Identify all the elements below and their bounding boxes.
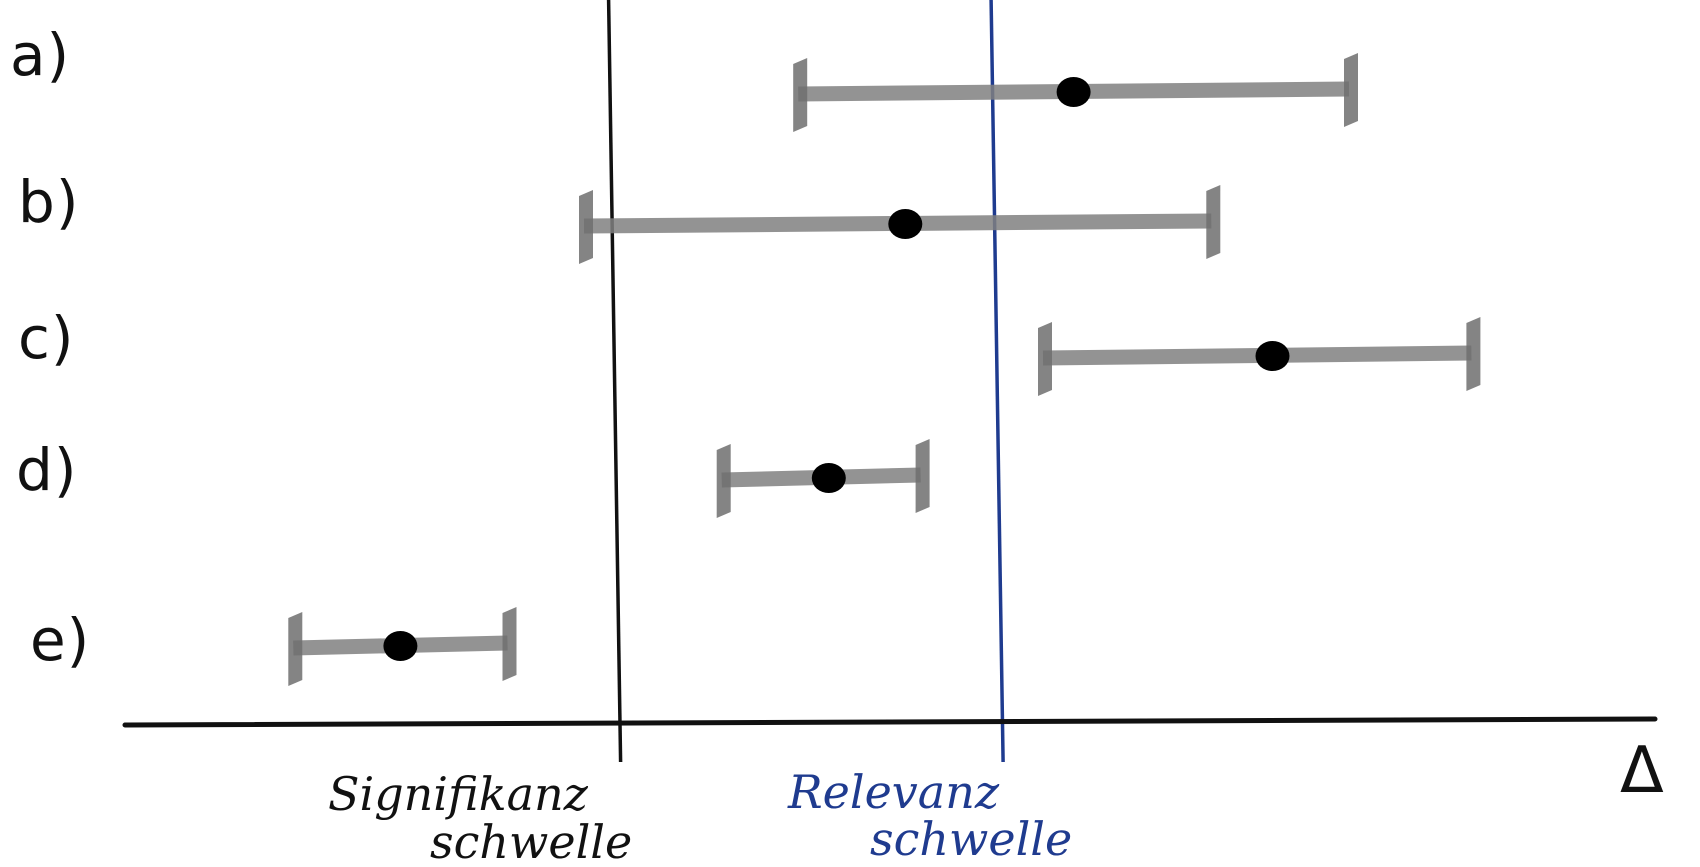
row-label-b: b) [18,168,79,236]
row-label-a: a) [10,21,70,89]
row-label-e: e) [30,606,90,674]
interval-low-cap [579,190,593,264]
row-label-d: d) [16,436,77,504]
point-estimate [1255,341,1290,371]
relevance-threshold-line [989,0,1005,763]
interval-high-cap [502,607,517,681]
delta-axis-label: Δ [1620,734,1664,808]
point-estimate [811,463,846,493]
interval-high-cap [1206,185,1221,259]
significance-threshold-label: Signifikanz [328,767,589,821]
interval-group [288,53,1481,686]
point-estimate [383,631,418,661]
interval-low-cap [1038,322,1052,396]
x-axis [122,716,1658,728]
significance-threshold-label-line2: schwelle [430,815,632,867]
relevance-threshold-label: Relevanz [787,765,1000,819]
interval-high-cap [915,439,930,513]
row-label-c: c) [18,304,75,372]
interval-high-cap [1466,317,1481,391]
interval-low-cap [716,444,731,518]
interval-low-cap [793,58,808,132]
interval-high-cap [1344,53,1358,127]
point-estimate [888,209,923,239]
significance-threshold-line [606,0,623,763]
relevance-threshold-label-line2: schwelle [870,812,1072,866]
interval-low-cap [288,612,303,686]
point-estimate [1056,77,1091,107]
